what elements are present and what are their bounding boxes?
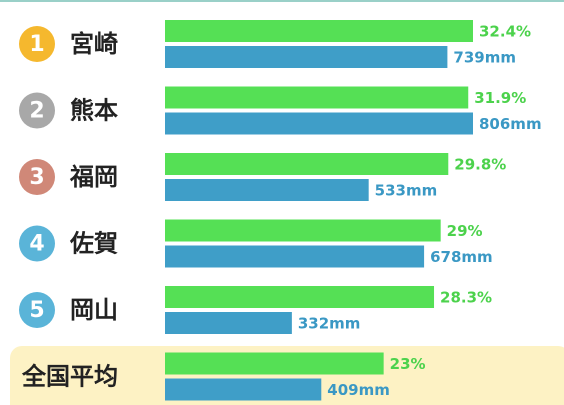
rank-badge xyxy=(19,92,55,129)
bar xyxy=(165,286,435,308)
value-label: 29% xyxy=(447,222,483,240)
bar xyxy=(165,312,292,334)
bar xyxy=(165,245,425,268)
bar xyxy=(165,219,441,242)
category-label: 宮崎 xyxy=(70,30,118,58)
bar xyxy=(165,46,448,68)
value-label: 533mm xyxy=(375,182,438,200)
bar xyxy=(165,86,469,109)
category-label: 熊本 xyxy=(70,97,118,125)
average-row-background xyxy=(10,346,564,405)
rank-number: 4 xyxy=(29,232,44,257)
rank-badge xyxy=(19,292,55,328)
category-label: 全国平均 xyxy=(21,363,118,391)
bar xyxy=(165,112,473,135)
category-label: 福岡 xyxy=(69,163,118,191)
value-label: 29.8% xyxy=(454,156,506,174)
category-label: 岡山 xyxy=(70,296,118,324)
rank-number: 2 xyxy=(29,99,44,124)
rank-number: 3 xyxy=(29,165,44,190)
bar xyxy=(165,20,473,42)
value-label: 739mm xyxy=(453,49,516,67)
value-label: 32.4% xyxy=(479,23,531,41)
rank-number: 1 xyxy=(29,32,44,57)
value-label: 28.3% xyxy=(440,289,492,307)
bar xyxy=(165,179,369,201)
value-label: 409mm xyxy=(327,381,390,399)
value-label: 678mm xyxy=(430,248,493,266)
value-label: 332mm xyxy=(298,315,361,333)
rank-badge xyxy=(19,225,55,262)
rank-badge xyxy=(19,26,55,62)
rank-number: 5 xyxy=(29,298,44,323)
rank-badge xyxy=(19,159,55,195)
bar xyxy=(165,378,322,401)
bar xyxy=(165,153,449,175)
category-label: 佐賀 xyxy=(69,230,118,258)
bar xyxy=(165,352,384,375)
value-label: 31.9% xyxy=(474,89,526,107)
value-label: 23% xyxy=(390,355,426,373)
value-label: 806mm xyxy=(479,115,542,133)
